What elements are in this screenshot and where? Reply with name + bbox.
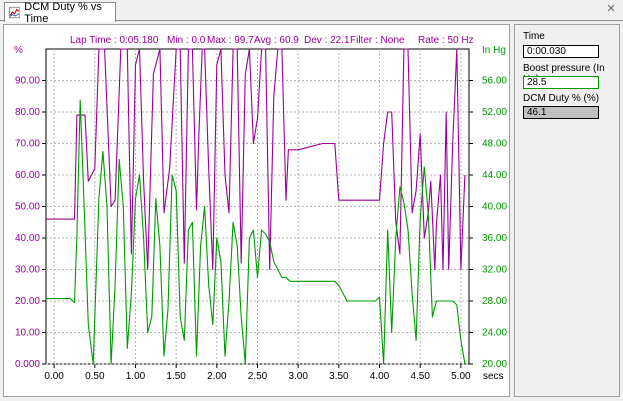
tab-strip: DCM Duty % vs Time ✕ [0,0,623,25]
dcm-duty-vs-time-chart[interactable]: 0.000 10.00 20.00 30.00 40.00 50.00 60.00 70.00… [4,25,509,396]
left-tick-label: 40.00 [15,233,40,244]
right-axis-unit: In Hg [482,45,506,56]
x-tick-label: 3.00 [288,371,308,382]
time-label: Time [523,31,545,42]
x-tick-label: 2.00 [207,371,227,382]
left-tick-label: 0.000 [15,359,40,370]
x-tick-label: 1.00 [126,371,146,382]
left-tick-label: 20.00 [15,296,40,307]
left-axis-unit: % [14,45,23,56]
left-tick-label: 30.00 [15,265,40,276]
stat-min: Min : 0.0 [167,35,206,46]
time-value: 0:00.030 [523,45,599,58]
left-tick-label: 60.00 [15,170,40,181]
axes-layer: 0.000 10.00 20.00 30.00 40.00 50.00 60.00 70.00… [14,45,507,382]
x-tick-label: 1.50 [166,371,186,382]
stat-max: Max : 99.7 [207,35,254,46]
chart-panel: 0.000 10.00 20.00 30.00 40.00 50.00 60.00 70.00… [3,24,510,397]
value-readout-panel: Time 0:00.030 Boost pressure (In Hg) 28.… [514,24,620,397]
dcm-duty-label: DCM Duty % (%) [523,93,600,104]
right-tick-label: 20.00 [482,359,507,370]
stat-filter: Filter : None [350,35,405,46]
left-tick-label: 10.00 [15,328,40,339]
left-tick-label: 50.00 [15,202,40,213]
right-tick-label: 40.00 [482,202,507,213]
stats-bar: Lap Time : 0:05.180 Min : 0.0 Max : 99.7… [70,35,474,46]
right-tick-label: 36.00 [482,233,507,244]
x-tick-label: 5.00 [451,371,471,382]
x-tick-label: 2.50 [248,371,268,382]
x-tick-label: 4.50 [410,371,430,382]
dcm-duty-series-line [46,48,466,271]
right-tick-label: 52.00 [482,107,507,118]
stat-dev: Dev : 22.1 [304,35,350,46]
stat-rate: Rate : 50 Hz [418,35,474,46]
x-tick-label: 3.50 [329,371,349,382]
right-tick-label: 28.00 [482,296,507,307]
right-tick-label: 48.00 [482,139,507,150]
close-icon[interactable]: ✕ [606,3,616,15]
right-tick-label: 24.00 [482,328,507,339]
right-tick-label: 56.00 [482,76,507,87]
x-tick-label: 4.00 [370,371,390,382]
x-axis-unit: secs [483,371,504,382]
tab-dcm-duty-vs-time[interactable]: DCM Duty % vs Time [4,0,116,25]
x-tick-label: 0.50 [85,371,105,382]
right-tick-label: 32.00 [482,265,507,276]
left-tick-label: 90.00 [15,76,40,87]
stat-avg: Avg : 60.9 [254,35,299,46]
series-layer [46,48,466,365]
left-tick-label: 70.00 [15,139,40,150]
tab-title: DCM Duty % vs Time [24,0,102,25]
left-tick-label: 80.00 [15,107,40,118]
chart-icon [9,6,21,19]
boost-pressure-series-line [46,99,466,365]
boost-pressure-value: 28.5 [523,76,599,89]
dcm-duty-value: 46.1 [523,106,599,119]
right-tick-label: 44.00 [482,170,507,181]
x-tick-label: 0.00 [44,371,64,382]
stat-lap-time: Lap Time : 0:05.180 [70,35,159,46]
